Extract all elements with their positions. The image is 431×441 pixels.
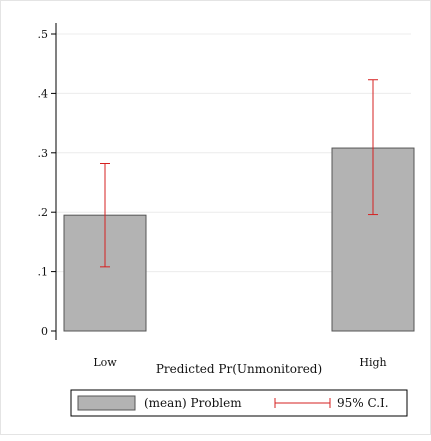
x-axis: Low High: [93, 356, 386, 369]
error-bar: [100, 162, 110, 268]
error-bar: [368, 79, 378, 216]
legend: (mean) Problem 95% C.I.: [70, 389, 408, 417]
legend-swatch-ci: [274, 398, 331, 408]
x-category-label: Low: [93, 356, 117, 369]
y-tick-label: .5: [38, 28, 49, 41]
y-tick-label: .3: [38, 147, 49, 160]
legend-swatch-bar: [77, 395, 136, 411]
y-tick-label: 0: [41, 325, 48, 338]
x-axis-title: Predicted Pr(Unmonitored): [156, 362, 322, 376]
y-axis: 0 .1 .2 .3 .4 .5: [38, 28, 56, 338]
legend-label-bar: (mean) Problem: [144, 396, 242, 410]
bar: [331, 147, 415, 332]
x-category-label: High: [359, 356, 386, 369]
y-tick-label: .4: [38, 87, 49, 100]
error-bars: [100, 79, 378, 268]
y-tick-label: .1: [38, 266, 49, 279]
y-tick-label: .2: [38, 206, 49, 219]
legend-label-ci: 95% C.I.: [337, 396, 389, 410]
bars: [63, 147, 415, 332]
